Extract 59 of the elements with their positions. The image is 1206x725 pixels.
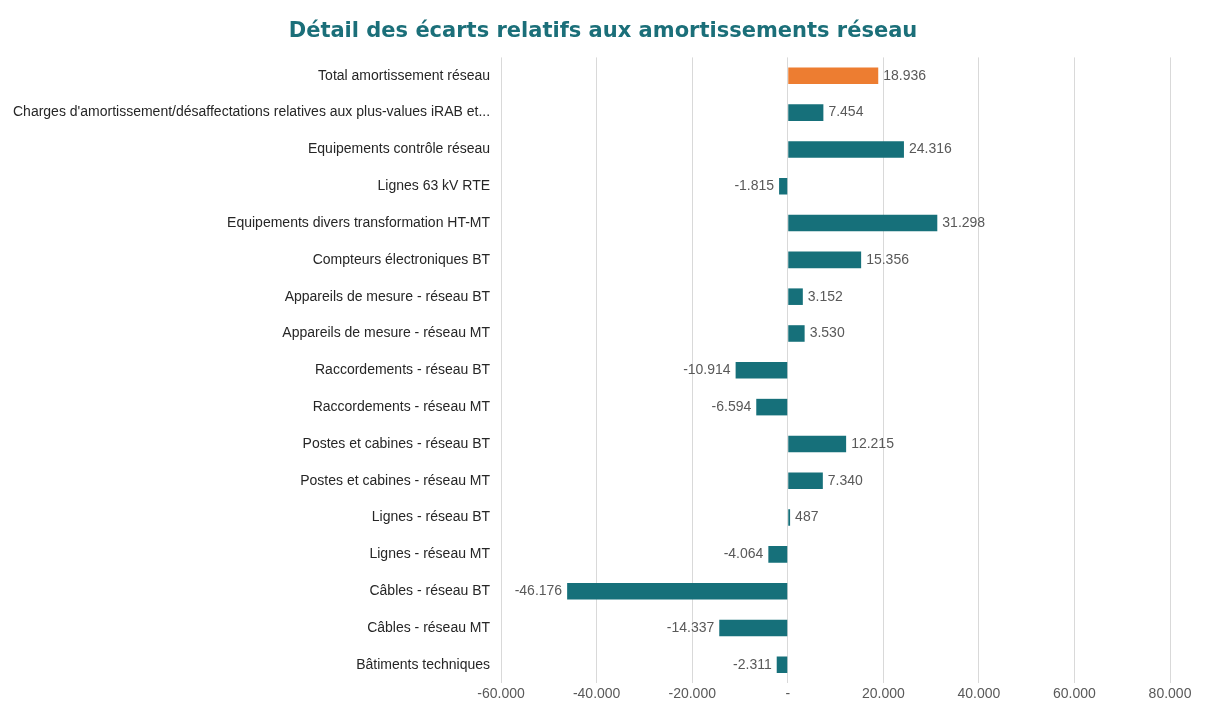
bar (776, 656, 788, 674)
y-tick-label: Total amortissement réseau (318, 66, 491, 83)
bar (788, 67, 879, 85)
data-label: -14.337 (666, 618, 715, 635)
y-tick-label: Lignes 63 kV RTE (377, 177, 491, 194)
data-label: -46.176 (514, 582, 563, 599)
data-label: 3.530 (809, 324, 845, 341)
y-tick-label: Appareils de mesure - réseau BT (284, 287, 491, 304)
data-label: 7.340 (827, 471, 864, 488)
x-tick-label: - (785, 685, 791, 702)
x-tick-label: 60.000 (1053, 685, 1097, 702)
chart-title: Détail des écarts relatifs aux amortissements réseau (287, 18, 919, 42)
data-label: -2.311 (733, 655, 772, 672)
y-tick-label: Lignes - réseau MT (369, 545, 491, 562)
y-tick-label: Charges d'amortissement/désaffectations relatives aux plus-values iRAB et... (12, 103, 491, 120)
y-tick-label: Bâtiments techniques (356, 655, 491, 672)
data-label: -6.594 (711, 397, 752, 414)
bar (779, 177, 788, 195)
y-tick-label: Câbles - réseau MT (367, 618, 491, 635)
y-tick-label: Equipements divers transformation HT-MT (227, 213, 491, 230)
y-tick-label: Postes et cabines - réseau MT (300, 471, 491, 488)
bar (788, 325, 805, 342)
data-label: 3.152 (807, 287, 844, 304)
bar (788, 472, 823, 490)
x-tick-label: -20.000 (668, 685, 717, 702)
bar (719, 619, 788, 637)
y-tick-label: Raccordements - réseau BT (315, 361, 491, 378)
bar (756, 398, 788, 416)
data-label: 18.936 (883, 66, 927, 83)
bar (788, 288, 803, 305)
y-tick-label: Postes et cabines - réseau BT (302, 434, 491, 451)
x-tick-label: -40.000 (572, 685, 621, 702)
data-label: -4.064 (723, 545, 764, 562)
data-label: 7.454 (828, 103, 864, 120)
bar (788, 214, 938, 232)
data-label: 15.356 (866, 250, 910, 267)
bar (567, 582, 788, 600)
y-tick-label: Equipements contrôle réseau (307, 140, 491, 157)
y-tick-label: Appareils de mesure - réseau MT (282, 324, 491, 341)
y-tick-label: Compteurs électroniques BT (312, 250, 491, 267)
data-label: 487 (795, 508, 819, 525)
data-label: 31.298 (942, 213, 986, 230)
bar (788, 435, 847, 453)
bar (788, 251, 862, 269)
data-label: -1.815 (734, 177, 775, 194)
data-label: 24.316 (908, 140, 952, 157)
y-tick-label: Lignes - réseau BT (371, 508, 491, 525)
x-tick-label: 40.000 (957, 685, 1001, 702)
y-tick-label: Raccordements - réseau MT (312, 397, 491, 414)
y-tick-label: Câbles - réseau BT (369, 582, 491, 599)
bar (788, 104, 824, 121)
x-tick-label: 80.000 (1148, 685, 1192, 702)
data-label: -10.914 (683, 361, 731, 378)
bar (768, 546, 788, 563)
x-tick-label: -60.000 (477, 685, 526, 702)
bar (735, 362, 788, 379)
bar (788, 141, 904, 158)
x-tick-label: 20.000 (861, 685, 905, 702)
data-label: 12.215 (851, 434, 895, 451)
